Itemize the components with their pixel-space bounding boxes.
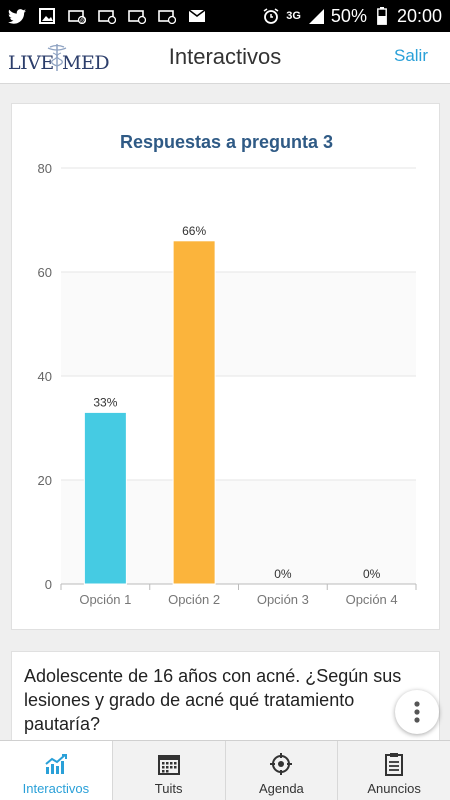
x-tick-label: Opción 4 [346,592,398,607]
data-label: 66% [182,224,206,238]
data-label: 0% [363,567,381,581]
data-label: 33% [93,395,117,409]
x-tick-label: Opción 3 [257,592,309,607]
more-options-button[interactable] [395,690,439,734]
grid-band [61,272,416,376]
alarm-icon [262,8,280,24]
y-tick-label: 40 [38,369,52,384]
bar [172,240,216,585]
email-icon [158,8,176,24]
bottom-nav: Interactivos Tuits Agenda Anuncios [0,740,450,800]
image-icon [38,8,56,24]
email-icon: @ [68,8,86,24]
tab-label: Anuncios [367,781,421,796]
x-tick-label: Opción 1 [79,592,131,607]
tab-anuncios[interactable]: Anuncios [338,741,450,800]
chart-card: Respuestas a pregunta 3 0 20 40 60 80 33% Opci… [11,103,440,630]
app-bar: LIVE MED Interactivos Salir [0,32,450,84]
tab-tuits[interactable]: Tuits [113,741,226,800]
battery-percent: 50% [330,5,367,26]
status-bar: @ 3G 50% 20:00 [0,0,450,32]
tab-agenda[interactable]: Agenda [226,741,339,800]
logo-text-med: MED [62,52,110,74]
bar-chart: 0 20 40 60 80 33% Opción 1 66% Opción 2 0% Opción … [38,161,417,607]
target-icon [268,752,294,776]
bar [83,411,127,585]
calendar-icon [156,752,182,776]
y-tick-label: 20 [38,473,52,488]
data-label: 0% [274,567,292,581]
twitter-icon [8,8,26,24]
y-tick-label: 0 [45,577,52,592]
page-title: Interactivos [168,44,282,69]
clock: 20:00 [396,5,442,26]
caduceus-icon [46,42,68,72]
email-icon [98,8,116,24]
svg-text:@: @ [80,18,86,24]
tab-label: Tuits [154,781,183,796]
x-tick-label: Opción 2 [168,592,220,607]
tab-interactivos[interactable]: Interactivos [0,741,113,800]
y-tick-label: 60 [38,265,52,280]
chart-icon [43,752,69,776]
mail-icon [188,8,206,24]
question-text: Adolescente de 16 años con acné. ¿Según … [24,666,402,734]
clipboard-icon [381,752,407,776]
exit-button[interactable]: Salir [393,46,428,65]
network-type: 3G [286,10,301,22]
logo-text-live: LIVE [8,52,54,74]
chart-title: Respuestas a pregunta 3 [119,132,334,152]
y-tick-label: 80 [38,161,52,176]
email-icon [128,8,146,24]
livemed-logo: LIVE MED [8,42,110,76]
battery-icon [373,7,391,25]
question-card: Adolescente de 16 años con acné. ¿Según … [11,651,440,751]
signal-icon [307,8,325,24]
tab-label: Agenda [258,781,304,796]
tab-label: Interactivos [22,781,90,796]
more-vertical-icon [414,701,420,723]
